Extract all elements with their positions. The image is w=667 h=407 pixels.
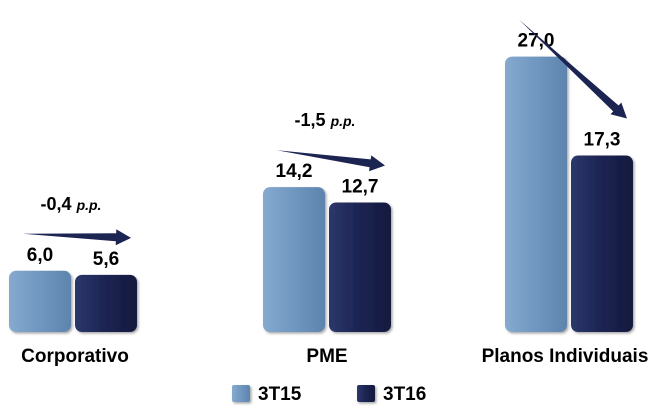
bar-3t15-corporativo <box>9 270 71 332</box>
data-label: 6,0 <box>27 245 53 266</box>
data-label: 17,3 <box>584 130 621 151</box>
category-label: Corporativo <box>21 346 129 367</box>
bar-3t16-corporativo <box>75 274 137 332</box>
bar-3t16-pme <box>329 202 391 332</box>
legend-swatch-3t16 <box>357 385 375 402</box>
change-arrow <box>23 229 131 246</box>
bar-3t16-planos-individuais <box>571 155 633 332</box>
bar-3t15-planos-individuais <box>505 56 567 332</box>
bar-3t15-pme <box>263 187 325 332</box>
legend: 3T15 3T16 <box>232 384 426 405</box>
legend-swatch-3t15 <box>232 385 250 402</box>
category-label: Planos Individuais <box>482 346 649 367</box>
data-label: 14,2 <box>276 161 313 182</box>
change-annotation: -0,4 p.p. <box>41 194 102 214</box>
change-annotation: -1,5 p.p. <box>295 110 356 130</box>
change-arrow <box>519 19 627 119</box>
legend-label: 3T15 <box>258 384 302 405</box>
data-label: 5,6 <box>93 249 119 270</box>
category-label: PME <box>306 346 347 367</box>
legend-label: 3T16 <box>383 384 426 405</box>
data-label: 12,7 <box>342 176 379 197</box>
data-label: 27,0 <box>518 31 555 52</box>
change-arrow <box>277 150 385 172</box>
